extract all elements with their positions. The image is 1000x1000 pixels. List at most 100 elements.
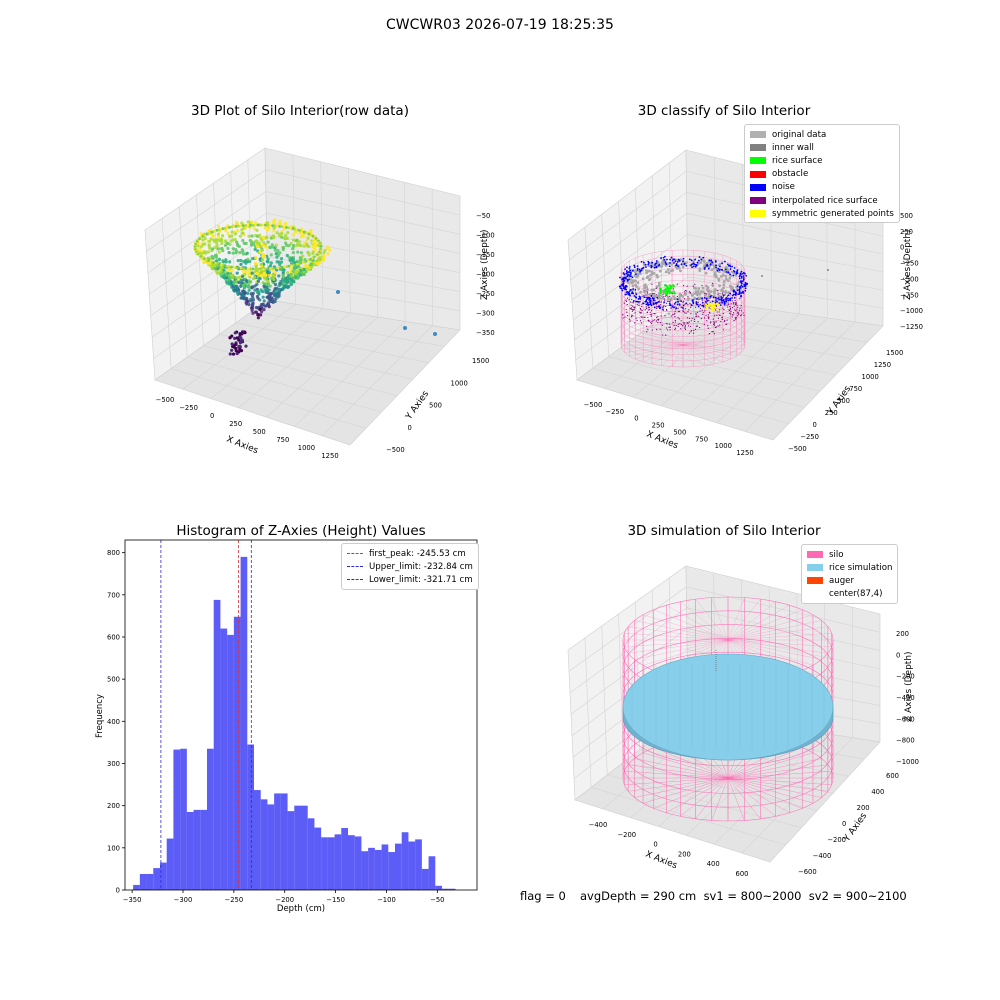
data-point	[276, 248, 280, 253]
z-axis-label: Z Axies (Depth)	[480, 229, 490, 300]
data-point	[231, 344, 235, 349]
data-point	[232, 225, 236, 229]
data-point	[235, 290, 240, 295]
data-point	[255, 228, 259, 232]
data-point	[311, 252, 315, 256]
data-point	[274, 286, 279, 290]
grid-line	[376, 175, 379, 318]
data-point	[264, 290, 268, 294]
tick-label: −250	[476, 290, 495, 298]
data-point	[258, 307, 262, 312]
data-point	[220, 246, 224, 251]
grid-line	[584, 227, 594, 369]
data-point	[250, 257, 255, 261]
grid-line	[146, 169, 461, 252]
data-point	[244, 226, 248, 230]
data-point	[254, 256, 258, 260]
data-point	[230, 265, 234, 269]
data-point	[279, 257, 284, 261]
legend-swatch	[807, 564, 823, 572]
data-point	[258, 277, 262, 281]
tick-label: 750	[276, 436, 289, 444]
data-point	[273, 271, 277, 275]
data-point	[233, 237, 237, 242]
data-point	[275, 231, 279, 235]
grid-line	[672, 309, 868, 343]
data-point	[245, 251, 249, 255]
grid-line	[403, 182, 406, 322]
tick-label: −100	[476, 232, 495, 240]
data-point	[268, 245, 272, 249]
data-point	[234, 251, 238, 255]
data-point	[280, 225, 284, 229]
data-point	[266, 267, 270, 271]
data-point	[267, 273, 271, 277]
data-point	[266, 223, 270, 227]
data-point	[237, 224, 240, 228]
data-point	[271, 220, 276, 224]
data-point	[253, 247, 257, 251]
grid-line	[147, 191, 461, 274]
data-point	[239, 224, 243, 228]
tick-label: −800	[896, 737, 915, 745]
data-point	[228, 352, 232, 356]
tick-label: 200	[857, 804, 870, 812]
data-point	[223, 264, 227, 268]
data-point	[256, 316, 260, 320]
tick-label: 0	[210, 412, 214, 420]
data-point	[323, 248, 327, 252]
data-point	[261, 302, 265, 306]
data-point	[201, 238, 205, 242]
data-point	[224, 228, 228, 233]
legend-label: rice simulation	[829, 562, 893, 573]
data-point	[234, 266, 238, 270]
data-point	[299, 273, 303, 277]
grid-line	[219, 333, 413, 380]
data-point	[237, 280, 241, 284]
data-point	[232, 280, 236, 284]
data-point	[287, 255, 291, 260]
data-point	[255, 271, 259, 276]
data-point	[216, 247, 220, 251]
data-point	[296, 275, 300, 280]
data-point	[322, 255, 326, 259]
scatter-points	[618, 249, 829, 368]
data-point	[244, 267, 248, 270]
grid-line	[150, 234, 461, 316]
data-point	[287, 244, 291, 248]
data-point	[266, 260, 270, 264]
data-point	[230, 342, 234, 346]
data-point	[292, 280, 296, 284]
data-point	[242, 241, 246, 245]
data-point	[291, 250, 295, 255]
data-point	[246, 291, 250, 296]
data-point	[282, 265, 286, 269]
data-point	[273, 282, 278, 287]
tick-label: 0	[896, 651, 900, 659]
data-point	[253, 284, 257, 288]
data-point	[255, 289, 259, 293]
data-point	[272, 236, 276, 240]
data-point	[212, 238, 216, 242]
legend-entry: center(87,4)	[807, 588, 892, 601]
data-point	[272, 226, 276, 230]
data-point	[309, 228, 313, 232]
tick-label: −200	[617, 831, 636, 839]
data-point	[251, 223, 255, 227]
data-point	[242, 260, 246, 264]
data-point	[289, 226, 293, 230]
data-point	[240, 274, 245, 279]
data-point	[199, 245, 203, 249]
data-point	[289, 282, 293, 286]
data-point	[276, 224, 279, 228]
grid-line	[604, 301, 717, 389]
grid-line	[592, 367, 789, 425]
data-point	[226, 231, 230, 236]
data-point	[251, 311, 255, 315]
data-point	[283, 279, 287, 283]
data-point	[306, 264, 310, 268]
data-point	[276, 295, 280, 299]
data-point	[296, 269, 300, 273]
data-point	[226, 241, 230, 246]
data-point	[278, 266, 282, 270]
